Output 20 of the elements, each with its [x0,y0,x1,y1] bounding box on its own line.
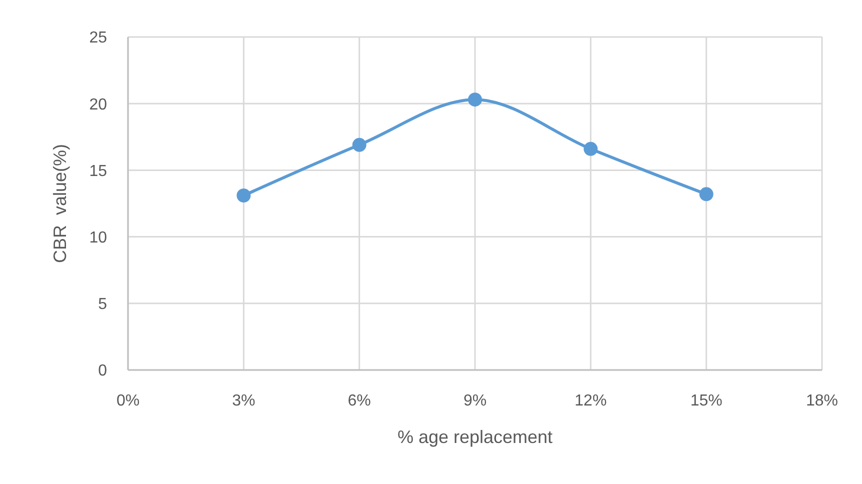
point [236,188,251,203]
x-axis-title: % age replacement [397,427,553,447]
point [468,92,482,107]
point [584,142,598,156]
y-tick-label: 15 [89,162,108,180]
y-tick-label: 0 [98,362,108,380]
x-tick-label: 9% [463,392,487,410]
x-tick-label: 15% [690,392,722,410]
y-tick-label: 10 [89,229,108,246]
x-tick-label: 12% [574,392,607,410]
y-tick-label: 5 [98,296,108,314]
point [699,187,714,202]
y-tick-label: 20 [89,96,108,114]
x-tick-label: 3% [232,392,256,410]
y-tick-label: 25 [89,30,108,47]
x-tick-label: 18% [806,392,838,410]
point [352,138,366,152]
x-tick-label: 0% [116,392,140,410]
x-tick-label: 6% [348,392,371,410]
y-axis-title: CBR value(%) [50,144,70,264]
